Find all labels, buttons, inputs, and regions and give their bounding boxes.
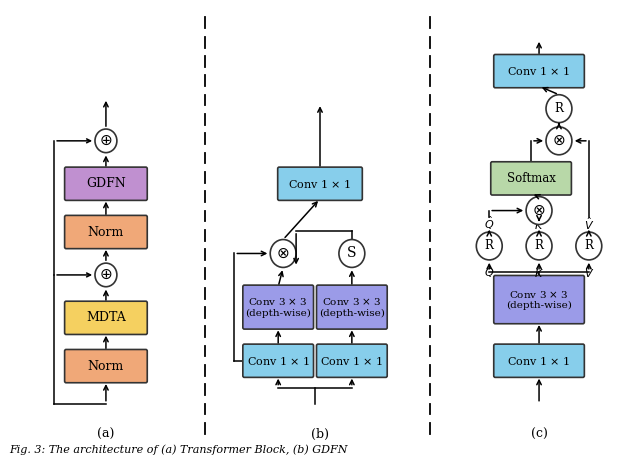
Circle shape [476, 232, 502, 260]
Text: Conv 3 $\times$ 3
(depth-wise): Conv 3 $\times$ 3 (depth-wise) [506, 289, 572, 311]
Text: GDFN: GDFN [86, 177, 126, 190]
FancyBboxPatch shape [243, 344, 314, 377]
Text: $\hat{V}$: $\hat{V}$ [584, 215, 594, 232]
Text: Conv 3 $\times$ 3
(depth-wise): Conv 3 $\times$ 3 (depth-wise) [245, 296, 311, 318]
FancyBboxPatch shape [491, 162, 572, 195]
Text: $\hat{Q}$: $\hat{Q}$ [484, 215, 495, 232]
Text: MDTA: MDTA [86, 311, 126, 324]
Circle shape [526, 196, 552, 224]
Text: Fig. 3: The architecture of (a) Transformer Block, (b) GDFN: Fig. 3: The architecture of (a) Transfor… [10, 444, 348, 455]
Circle shape [95, 129, 117, 153]
Text: Conv 3 $\times$ 3
(depth-wise): Conv 3 $\times$ 3 (depth-wise) [319, 296, 385, 318]
Circle shape [526, 232, 552, 260]
Text: (b): (b) [311, 428, 329, 442]
Text: Softmax: Softmax [507, 172, 556, 185]
Text: $\hat{K}$: $\hat{K}$ [534, 215, 544, 232]
FancyBboxPatch shape [493, 55, 584, 88]
Text: S: S [347, 246, 356, 261]
Text: Conv 1 $\times$ 1: Conv 1 $\times$ 1 [508, 355, 571, 367]
Text: $\otimes$: $\otimes$ [532, 203, 546, 218]
Circle shape [270, 240, 296, 267]
FancyBboxPatch shape [65, 215, 147, 249]
FancyBboxPatch shape [493, 344, 584, 377]
FancyBboxPatch shape [243, 285, 314, 329]
FancyBboxPatch shape [317, 285, 387, 329]
Circle shape [576, 232, 602, 260]
Text: (a): (a) [97, 428, 115, 442]
Circle shape [95, 263, 117, 287]
FancyBboxPatch shape [278, 167, 362, 201]
Text: (c): (c) [531, 428, 547, 442]
Text: R: R [485, 240, 493, 252]
Text: $\oplus$: $\oplus$ [99, 268, 113, 282]
Text: Conv 1 $\times$ 1: Conv 1 $\times$ 1 [246, 355, 310, 367]
FancyBboxPatch shape [65, 349, 147, 383]
Text: R: R [554, 102, 563, 115]
Circle shape [339, 240, 365, 267]
Text: $Q$: $Q$ [484, 266, 495, 279]
Text: Conv 1 $\times$ 1: Conv 1 $\times$ 1 [320, 355, 383, 367]
FancyBboxPatch shape [317, 344, 387, 377]
Text: R: R [534, 240, 543, 252]
Text: Norm: Norm [88, 225, 124, 239]
FancyBboxPatch shape [65, 167, 147, 201]
Text: Norm: Norm [88, 360, 124, 373]
FancyBboxPatch shape [493, 275, 584, 324]
Text: $V$: $V$ [584, 267, 594, 279]
Circle shape [546, 127, 572, 155]
Circle shape [546, 95, 572, 123]
Text: R: R [584, 240, 593, 252]
Text: $K$: $K$ [534, 267, 544, 279]
Text: $\otimes$: $\otimes$ [276, 246, 290, 261]
Text: Conv 1 $\times$ 1: Conv 1 $\times$ 1 [508, 65, 571, 77]
Text: $\oplus$: $\oplus$ [99, 134, 113, 148]
FancyBboxPatch shape [65, 301, 147, 334]
Text: Conv 1 $\times$ 1: Conv 1 $\times$ 1 [289, 178, 351, 190]
Text: $\otimes$: $\otimes$ [552, 134, 566, 148]
